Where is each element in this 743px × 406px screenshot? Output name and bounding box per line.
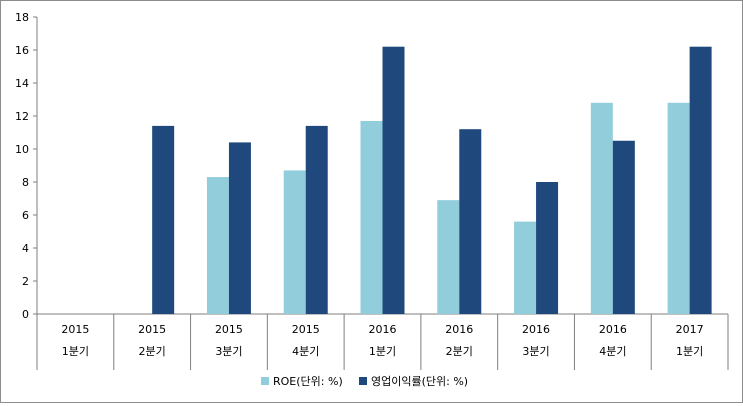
x-tick-label-year: 2016 [522,323,550,336]
x-tick-label-year: 2015 [292,323,320,336]
bar-roe [590,102,613,314]
bar-roe [206,177,229,314]
y-tick-label: 18 [15,11,29,24]
y-tick-label: 4 [22,242,29,255]
y-tick-label: 14 [15,77,29,90]
y-tick-label: 16 [15,44,29,57]
x-tick-label-quarter: 3분기 [215,345,242,358]
x-axis: 2015 1분기 2015 2분기 2015 3분기 2015 4분기 2016 1분기 2016 2… [36,313,729,370]
bar-operating-margin [536,182,559,314]
legend-swatch [261,377,269,385]
legend: ROE(단위: %) 영업이익률(단위: %) [261,375,468,388]
x-tick-label-year: 2015 [215,323,243,336]
x-tick-label-year: 2016 [445,323,473,336]
y-tick-label: 6 [22,209,29,222]
bar-roe [437,200,460,314]
bar-operating-margin [152,125,175,315]
y-tick-label: 10 [15,143,29,156]
legend-swatch [359,377,367,385]
bar-roe [283,170,306,314]
legend-label: 영업이익률(단위: %) [371,375,468,388]
y-tick-label: 8 [22,176,29,189]
y-tick-label: 0 [22,308,29,321]
bar-operating-margin [612,140,635,314]
x-tick-label-quarter: 1분기 [62,345,89,358]
x-tick-label-year: 2015 [138,323,166,336]
x-tick-label-year: 2016 [599,323,627,336]
x-tick-label-quarter: 3분기 [522,345,549,358]
legend-label: ROE(단위: %) [273,375,343,388]
x-tick-label-quarter: 4분기 [292,345,319,358]
x-tick-label-year: 2017 [676,323,704,336]
x-tick-label-quarter: 4분기 [599,345,626,358]
x-tick-label-year: 2016 [369,323,397,336]
y-tick-label: 2 [22,275,29,288]
bar-roe [514,221,537,314]
bar-roe [667,102,690,314]
x-tick-label-quarter: 2분기 [139,345,166,358]
bar-roe [360,120,383,314]
y-tick-label: 12 [15,110,29,123]
x-tick-label-quarter: 1분기 [369,345,396,358]
x-tick-label-year: 2015 [61,323,89,336]
bar-operating-margin [459,129,482,314]
bar-operating-margin [228,142,251,314]
bars [152,46,712,315]
bar-operating-margin [305,125,328,315]
bar-operating-margin [382,46,405,314]
x-tick-label-quarter: 2분기 [446,345,473,358]
x-tick-label-quarter: 1분기 [676,345,703,358]
y-axis: 0 2 4 6 8 10 12 14 16 18 [15,11,38,321]
bar-operating-margin [689,46,712,314]
